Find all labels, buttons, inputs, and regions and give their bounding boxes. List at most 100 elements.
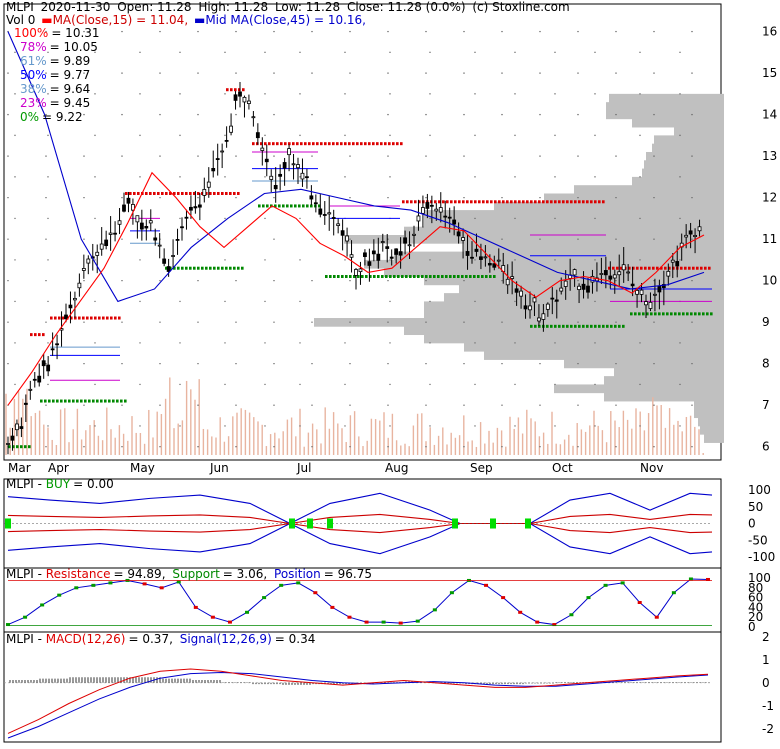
grid-dot [679,51,681,54]
position-tick-label: 20 [748,610,763,624]
level-dot [518,200,521,204]
candle-body [113,232,117,235]
profile-bar [424,309,724,319]
level-dot [336,142,339,146]
grid-dot [615,238,617,240]
level-dot [478,200,481,204]
level-dot [102,316,105,320]
level-dot [241,266,244,270]
candle-body [541,313,546,320]
level-dot [690,312,693,316]
grid-dot [159,72,161,74]
candle-body [514,288,519,293]
candle-body [104,239,109,247]
candle-body [95,251,100,256]
candle-body [425,202,430,209]
grid-dot [615,362,617,365]
level-dot [698,312,701,316]
grid-dot [639,259,641,261]
candle-body [15,423,19,431]
level-dot [84,399,87,403]
candle-body [242,96,247,103]
level-dot [562,200,565,204]
level-dot [602,324,605,328]
position-marker [313,591,318,595]
level-dot [462,200,465,204]
grid-dot [514,51,516,54]
level-dot [450,200,453,204]
grid-dot [264,176,266,178]
level-dot [357,275,360,279]
grid-dot [691,321,693,323]
level-dot [276,142,279,146]
grid-dot [615,30,617,33]
candle-body [135,215,140,223]
level-dot [682,312,685,316]
grid-dot [224,93,226,95]
level-dot [44,399,47,403]
grid-dot [47,425,49,427]
grid-dot [514,425,516,427]
grid-dot [235,196,237,199]
grid-dot [299,93,301,95]
level-dot [242,88,245,92]
candle-body [563,280,568,287]
candle-body [153,237,158,241]
level-dot [658,312,661,316]
level-dot [62,316,65,320]
grid-dot [349,445,351,448]
grid-dot [639,342,641,344]
level-dot [300,142,303,146]
candle-body [487,263,492,266]
grid-dot [653,362,655,365]
profile-bar [484,351,724,360]
grid-dot [45,321,47,323]
position-tick-label: 40 [748,600,763,614]
grid-dot [264,259,266,261]
level-dot [376,142,379,146]
price-tick-label: 15 [762,66,777,80]
candle-body [644,301,648,306]
level-dot [333,275,336,279]
level-dot [570,324,573,328]
month-label: Apr [48,461,69,475]
candle-body [626,271,631,274]
level-dot [304,142,307,146]
candle-body [340,230,345,236]
grid-dot [139,259,141,261]
grid-dot [159,196,161,199]
level-dot [469,275,472,279]
grid-dot [349,72,351,74]
grid-dot [14,217,16,220]
level-dot [644,266,647,270]
level-dot [558,324,561,328]
candle-body [86,258,91,264]
grid-dot [45,404,47,406]
candle-body [479,256,483,260]
candle-body [697,226,702,232]
level-dot [30,333,33,337]
level-dot [458,200,461,204]
profile-bar [632,118,724,128]
profile-bar [694,409,724,419]
macd-line [7,668,709,734]
grid-dot [653,321,655,323]
grid-dot [463,279,465,282]
profile-bar [694,401,724,410]
profile-bar [554,384,724,394]
position-marker [381,620,386,624]
level-dot [360,142,363,146]
buy-plot [4,492,713,555]
profile-bar [632,176,724,186]
candle-body [247,100,251,104]
grid-dot [501,155,503,157]
profile-bar [404,326,724,336]
profile-bar [344,235,724,244]
candle-body [206,181,211,188]
level-dot [205,266,208,270]
fib-level-label: 38% = 9.64 [20,82,90,96]
level-dot [54,316,57,320]
level-dot [94,316,97,320]
macd-panel [3,631,722,743]
profile-bar [644,160,724,169]
